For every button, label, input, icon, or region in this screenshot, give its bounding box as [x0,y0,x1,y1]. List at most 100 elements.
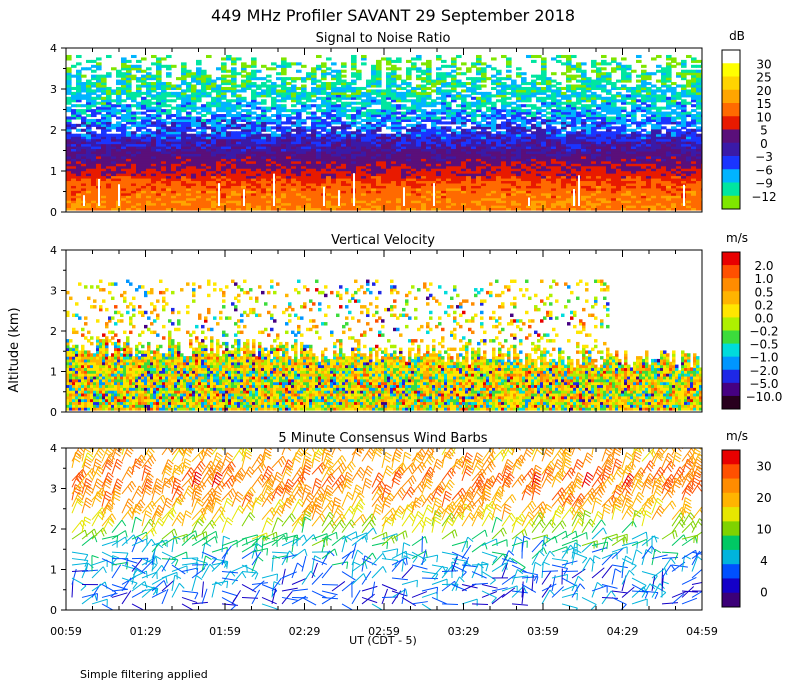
snr-cell [146,180,152,184]
snr-cell [86,94,92,98]
snr-cell [541,59,547,63]
snr-cell [176,202,182,206]
snr-cell [286,153,292,157]
snr-cell [491,175,497,179]
snr-cell [381,170,387,174]
snr-cell [216,163,222,167]
snr-cell [336,145,342,150]
snr-cell [216,126,222,130]
snr-cell [421,118,427,122]
snr-cell [516,128,522,132]
snr-cell [496,173,502,177]
snr-cell [501,104,507,108]
snr-cell [161,101,167,105]
snr-cell [76,205,82,209]
snr-cell [421,72,427,76]
snr-cell [391,89,397,93]
snr-cell [226,180,232,184]
snr-cell [321,121,327,125]
snr-cell [446,143,452,147]
snr-cell [351,121,357,125]
snr-cell [456,143,462,147]
snr-cell [201,153,207,157]
snr-cell [141,84,147,88]
snr-cell [526,185,532,189]
snr-cell [296,180,302,184]
snr-cell [146,160,152,164]
snr-cell [551,185,557,189]
snr-cell [96,62,102,66]
snr-cell [391,153,397,157]
snr-cell [201,109,207,113]
snr-cell [216,123,222,127]
snr-cell [131,118,137,122]
snr-cell [476,62,482,66]
snr-cell [161,190,167,194]
snr-cell [236,96,242,100]
snr-cell [296,150,302,154]
snr-cell [381,192,387,196]
snr-cell [231,89,237,93]
snr-cell [221,158,227,162]
snr-cell [406,91,412,95]
snr-cell [436,185,442,189]
snr-cell [421,197,427,201]
snr-cell [181,82,187,86]
snr-cell [461,84,467,88]
snr-cell [166,185,172,189]
snr-cell [266,136,272,140]
snr-cell [341,190,347,194]
snr-cell [481,150,487,154]
snr-cell [401,99,407,103]
snr-cell [156,180,162,184]
snr-cell [281,91,287,95]
snr-cell [96,205,102,209]
snr-cell [376,118,382,122]
snr-cell [426,64,432,68]
snr-cell [266,145,272,150]
snr-cell [521,207,527,211]
snr-cell [391,148,397,152]
snr-cell [531,153,537,157]
snr-gap [83,195,85,206]
snr-cell [471,148,477,152]
snr-cell [331,131,337,135]
snr-cell [411,99,417,103]
snr-cell [151,54,157,59]
snr-cell [391,121,397,125]
snr-cell [341,205,347,209]
snr-cell [171,155,177,159]
snr-cell [266,141,272,145]
snr-cell [321,114,327,118]
snr-cell [491,136,497,140]
snr-cell [126,153,132,157]
snr-cell [501,202,507,206]
snr-cell [91,96,97,100]
snr-cell [551,143,557,147]
snr-cell [156,74,162,78]
snr-cell [491,82,497,86]
snr-cell [486,126,492,130]
snr-cell [186,69,192,73]
snr-cell [311,158,317,162]
snr-cell [386,207,392,211]
snr-cell [476,170,482,174]
snr-cell [451,192,457,196]
snr-cell [516,89,522,93]
snr-cell [506,192,512,196]
snr-cell [356,74,362,78]
snr-cell [376,197,382,201]
snr-cell [446,180,452,184]
snr-cell [491,116,497,120]
snr-cell [501,190,507,194]
snr-cell [316,145,322,150]
snr-cell [276,190,282,194]
snr-cell [196,62,202,66]
snr-cell [181,177,187,182]
snr-cell [476,202,482,206]
snr-cell [126,104,132,108]
snr-cell [546,106,552,110]
snr-cell [131,54,137,59]
snr-cell [421,180,427,184]
snr-cell [336,89,342,93]
